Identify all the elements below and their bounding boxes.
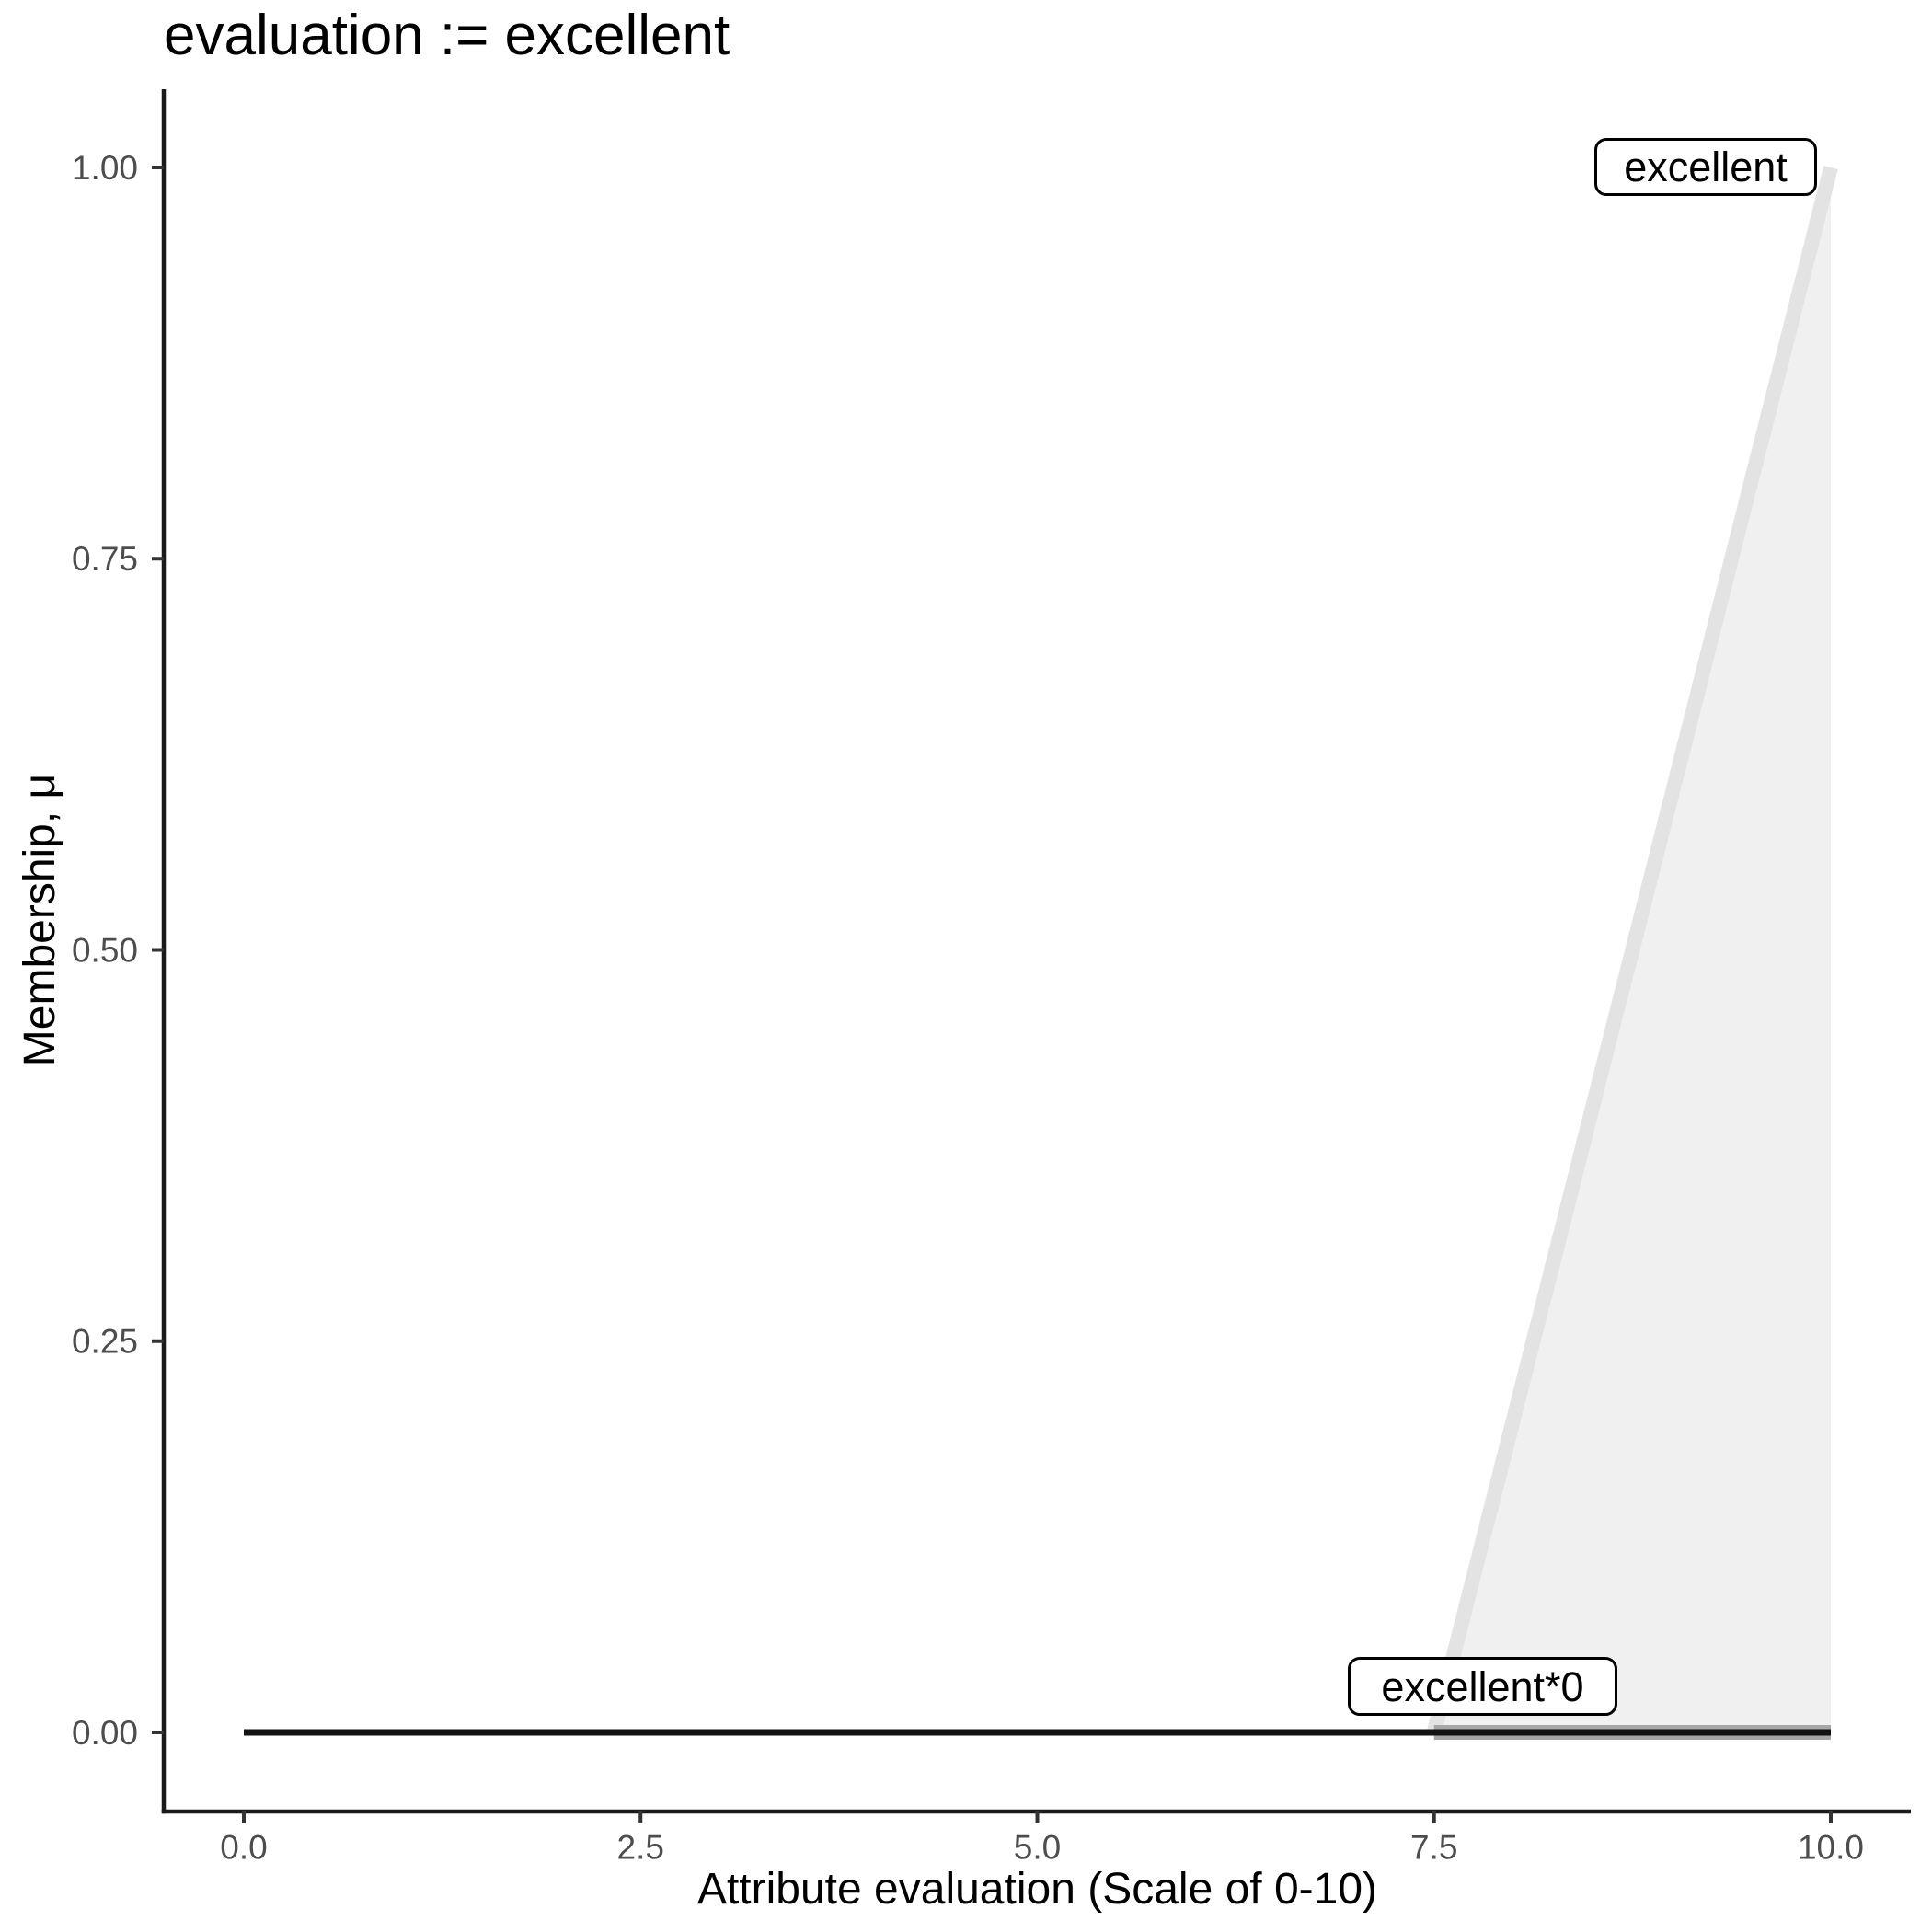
y-tick-label: 0.25: [72, 1323, 138, 1361]
annotation-label-excellent: excellent: [1594, 138, 1817, 196]
y-axis-title: Membership, μ: [16, 773, 64, 1067]
y-tick-label: 0.00: [72, 1714, 138, 1752]
annotation-label-excellent-times-0-text: excellent*0: [1381, 1662, 1584, 1710]
annotation-label-excellent-text: excellent: [1624, 144, 1788, 190]
plot-title: evaluation := excellent: [164, 4, 730, 67]
x-axis-title: Attribute evaluation (Scale of 0-10): [696, 1865, 1378, 1914]
y-tick-label: 0.50: [72, 931, 138, 969]
x-tick-label: 5.0: [1014, 1828, 1061, 1866]
series-line-excellent: [1426, 166, 1838, 1734]
y-tick-label: 1.00: [72, 149, 138, 187]
annotation-label-excellent-times-0: excellent*0: [1348, 1657, 1617, 1716]
y-tick-label: 0.75: [72, 540, 138, 578]
x-tick-label: 2.5: [617, 1828, 664, 1866]
x-tick-label: 7.5: [1410, 1828, 1457, 1866]
x-tick-label: 10.0: [1798, 1828, 1864, 1866]
x-tick-label: 0.0: [220, 1828, 267, 1866]
